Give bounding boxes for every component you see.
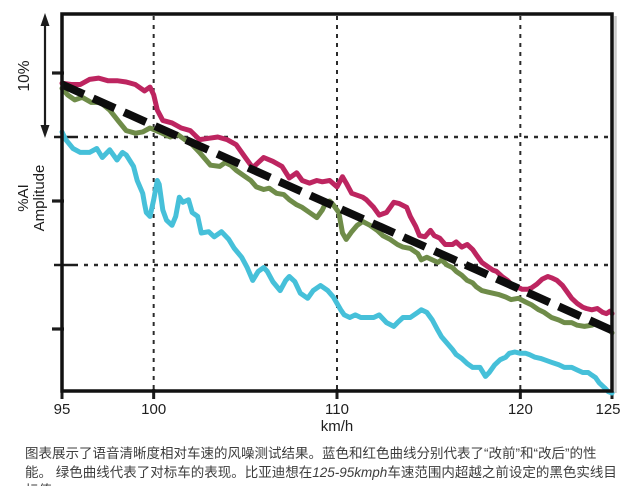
x-tick-label-125: 125 <box>595 401 620 418</box>
y-scale-label: 10% <box>16 60 33 91</box>
caption-line2-pre: 绿色曲线代表了对标车的表现。比亚迪想在 <box>55 464 313 480</box>
wind-noise-chart: 10% %AIAmplitude 95 100 110 120 125 km/h <box>15 12 621 435</box>
y-axis-title: %AIAmplitude <box>15 165 48 232</box>
x-tick-label-100: 100 <box>141 401 166 418</box>
caption-line2-post: 车速范围内超越之前设定的黑色实线目标值。 <box>25 464 617 486</box>
x-tick-label-95: 95 <box>54 401 71 418</box>
plot-border <box>60 12 614 393</box>
series-1-curve <box>59 85 615 336</box>
x-tick-label-110: 110 <box>325 401 349 418</box>
caption-line1: 图表展示了语音清晰度相对车速的风噪测试结果。蓝色和红色曲线分别代表了“改前”和“… <box>25 446 597 480</box>
x-tick-label-120: 120 <box>508 401 533 418</box>
series-2-curve <box>59 75 615 317</box>
chart-caption: 图表展示了语音清晰度相对车速的风噪测试结果。蓝色和红色曲线分别代表了“改前”和“… <box>25 445 621 486</box>
series-0-curve <box>59 129 615 396</box>
scale-arrow-down-icon <box>40 125 50 138</box>
caption-speed-range: 125-95kmph <box>312 464 388 480</box>
x-axis-unit-label: km/h <box>321 418 354 435</box>
scale-arrow-up-icon <box>40 13 50 26</box>
